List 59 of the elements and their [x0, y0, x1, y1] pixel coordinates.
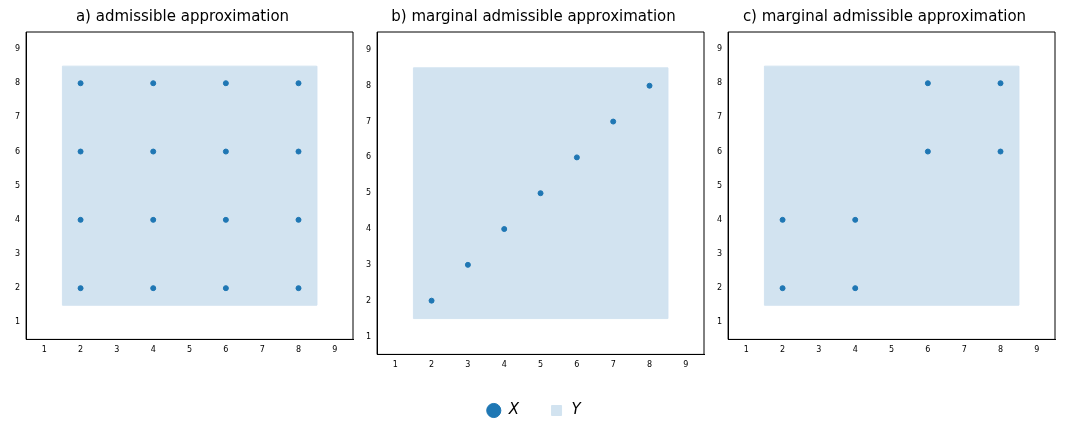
y-tick-label: 1	[366, 331, 372, 341]
y-tick-label: 9	[366, 44, 372, 54]
x-tick-label: 8	[646, 360, 653, 370]
x-tick-label: 1	[392, 360, 398, 370]
y-tick-label: 2	[15, 283, 21, 293]
y-tick-label: 1	[15, 317, 21, 327]
x-tick-label: 3	[465, 360, 471, 370]
x-tick-label: 3	[816, 345, 822, 355]
chart-title: b) marginal admissible approximation	[391, 6, 676, 25]
y-tick-label: 7	[366, 116, 372, 126]
x-tick-label: 4	[501, 360, 507, 370]
y-tick-label: 2	[366, 295, 372, 305]
y-tick-label: 4	[717, 214, 723, 224]
x-tick-label: 6	[223, 345, 229, 355]
x-tick-label: 5	[889, 345, 895, 355]
y-tick-label: 9	[717, 44, 723, 54]
x-tick-label: 7	[259, 345, 265, 355]
y-tick-label: 3	[717, 249, 723, 259]
y-tick-label: 4	[15, 214, 21, 224]
y-tick-label: 5	[717, 180, 723, 190]
x-tick-label: 8	[295, 345, 302, 355]
x-tick-label: 6	[925, 345, 931, 355]
y-tick-label: 6	[717, 146, 723, 156]
x-tick-label: 9	[332, 345, 338, 355]
x-tick-label: 2	[780, 345, 786, 355]
x-tick-label: 4	[852, 345, 858, 355]
x-tick-label: 8	[997, 345, 1004, 355]
y-tick-label: 7	[15, 112, 21, 122]
x-tick-label: 3	[114, 345, 120, 355]
x-tick-label: 5	[538, 360, 544, 370]
x-tick-label: 4	[150, 345, 156, 355]
y-tick-label: 4	[366, 224, 372, 234]
y-tick-label: 3	[15, 249, 21, 259]
y-tick-label: 5	[15, 180, 21, 190]
x-tick-label: 7	[961, 345, 967, 355]
y-tick-label: 6	[366, 152, 372, 162]
x-tick-label: 9	[683, 360, 689, 370]
x-tick-label: 1	[743, 345, 749, 355]
y-tick-label: 8	[366, 80, 372, 90]
x-tick-label: 2	[78, 345, 84, 355]
x-tick-label: 9	[1034, 345, 1040, 355]
y-tick-label: 1	[717, 317, 723, 327]
x-tick-label: 7	[610, 360, 616, 370]
y-tick-label: 3	[366, 259, 372, 269]
y-tick-label: 8	[717, 78, 723, 88]
y-tick-label: 7	[717, 112, 723, 122]
y-tick-label: 5	[366, 188, 372, 198]
y-tick-label: 9	[15, 44, 21, 54]
x-tick-label: 2	[429, 360, 435, 370]
y-tick-label: 8	[15, 78, 21, 88]
y-tick-label: 2	[717, 283, 723, 293]
x-tick-label: 6	[574, 360, 580, 370]
chart-title: c) marginal admissible approximation	[742, 6, 1027, 25]
x-tick-label: 5	[187, 345, 193, 355]
y-tick-label: 6	[15, 146, 21, 156]
chart-title: a) admissible approximation	[75, 6, 290, 25]
legend-label: Y	[571, 400, 583, 419]
x-tick-label: 1	[41, 345, 47, 355]
legend-label: X	[507, 400, 520, 419]
